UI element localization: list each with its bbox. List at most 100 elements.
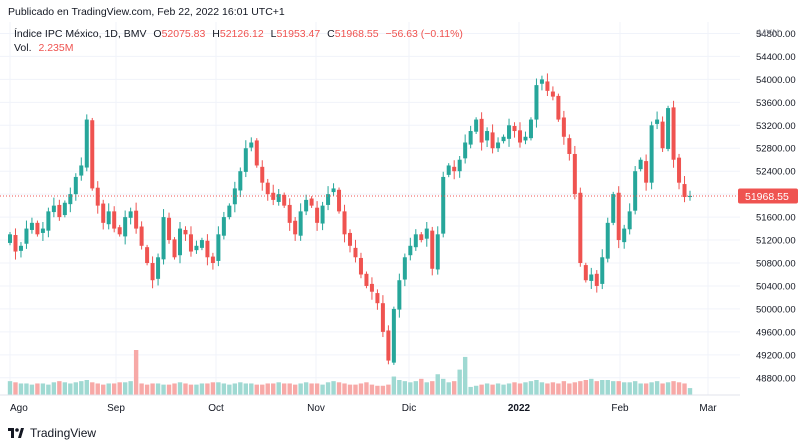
candle-body <box>496 142 501 149</box>
volume-bar <box>369 384 375 395</box>
volume-bar <box>572 382 578 395</box>
candle-body <box>210 256 215 264</box>
volume-bar <box>654 381 660 395</box>
candle-body <box>578 192 583 264</box>
candle-body <box>337 189 342 212</box>
candle-body <box>391 308 396 363</box>
candle-body <box>68 194 73 205</box>
footer-brand-text: TradingView <box>30 426 97 440</box>
volume-bar <box>79 381 84 395</box>
volume-bar <box>528 381 534 395</box>
volume-bar <box>605 380 610 395</box>
candle-body <box>561 117 566 137</box>
volume-bar <box>495 383 501 395</box>
volume-bar <box>402 381 408 395</box>
candle-body <box>512 125 517 132</box>
candle-body <box>309 198 314 206</box>
price-axis[interactable]: 54800.00 54400.00 54000.00 53600.00 53200.00… <box>756 29 796 384</box>
volume-bar <box>13 382 18 395</box>
candle-body <box>490 132 495 149</box>
candle-body <box>238 171 243 191</box>
volume-bar <box>600 380 605 395</box>
candle-body <box>298 211 303 236</box>
y-tick-label: 53600.00 <box>756 98 796 109</box>
candle-body <box>468 131 473 145</box>
y-tick-label: 52400.00 <box>756 167 796 178</box>
volume-bar <box>413 381 419 395</box>
legend-o-value: 52075.83 <box>162 28 206 40</box>
volume-bar <box>7 381 13 395</box>
candle-body <box>419 234 424 241</box>
candle-body <box>265 182 270 195</box>
volume-bar <box>627 382 632 395</box>
candle-body <box>13 235 18 252</box>
volume-bar <box>671 381 676 395</box>
candle-body <box>331 188 336 193</box>
candle-body <box>139 226 144 246</box>
candle-body <box>161 217 166 260</box>
candle-body <box>342 211 347 235</box>
candle-body <box>600 257 605 284</box>
volume-bar <box>583 380 589 395</box>
volume-bar <box>545 383 550 395</box>
candle-body <box>479 118 484 143</box>
y-tick-label: 50800.00 <box>756 259 796 270</box>
x-tick-label: Mar <box>699 403 717 414</box>
legend-c-value: 51968.55 <box>335 28 379 40</box>
candle-body <box>117 227 122 235</box>
volume-bar <box>68 383 73 395</box>
candle-body <box>556 95 561 120</box>
candle-body <box>205 240 210 258</box>
candle-body <box>194 245 199 251</box>
candle-body <box>348 232 352 246</box>
volume-bar <box>133 350 139 395</box>
candle-body <box>539 79 544 84</box>
legend-h-label: H <box>212 28 220 40</box>
volume-bar <box>534 380 539 395</box>
candle-body <box>320 205 325 224</box>
x-tick-label: Feb <box>611 403 629 414</box>
last-price-tag <box>738 188 798 204</box>
y-tick-label: 50400.00 <box>756 281 796 292</box>
volume-bar <box>506 383 512 395</box>
candle-body <box>326 194 331 205</box>
time-axis[interactable]: Ago Sep Oct Nov Dic 2022 Feb Mar <box>10 403 717 414</box>
volume-bar <box>62 382 68 395</box>
volume-bar <box>649 382 654 395</box>
grid-lines <box>0 22 740 395</box>
candle-body <box>572 153 577 195</box>
legend-l-label: L <box>271 28 277 40</box>
volume-bar <box>380 385 386 395</box>
volume-bar <box>95 383 100 395</box>
candle-body <box>29 222 34 230</box>
volume-bar <box>451 381 457 395</box>
volume-bar <box>391 376 397 395</box>
candle-body <box>73 176 78 195</box>
x-tick-label: Nov <box>307 403 325 414</box>
candlestick-chart[interactable]: Índice IPC México, 1D, BMV O52075.83 H52… <box>0 18 800 416</box>
candle-body <box>446 165 451 175</box>
volume-bar <box>292 384 298 395</box>
volume-bar <box>51 382 57 395</box>
candle-body <box>430 230 435 269</box>
volume-bar <box>523 382 528 395</box>
volume-bar <box>375 385 380 395</box>
candle-body <box>666 108 671 149</box>
volume-bar <box>84 380 89 395</box>
volume-bar <box>287 383 292 395</box>
candle-body <box>364 273 369 286</box>
y-tick-label: 54000.00 <box>756 75 796 86</box>
candle-body <box>545 81 550 91</box>
candle-body <box>112 211 117 229</box>
y-tick-label: 52800.00 <box>756 144 796 155</box>
candle-body <box>485 131 490 141</box>
chart-svg[interactable]: Índice IPC México, 1D, BMV O52075.83 H52… <box>0 18 800 416</box>
volume-bar <box>166 384 172 395</box>
volume-bar <box>501 384 506 395</box>
candle-body <box>413 234 418 248</box>
volume-bar <box>254 384 259 395</box>
volume-bar <box>117 382 122 395</box>
volume-bar <box>616 381 621 395</box>
volume-bar <box>424 382 429 395</box>
volume-bar <box>621 382 627 395</box>
